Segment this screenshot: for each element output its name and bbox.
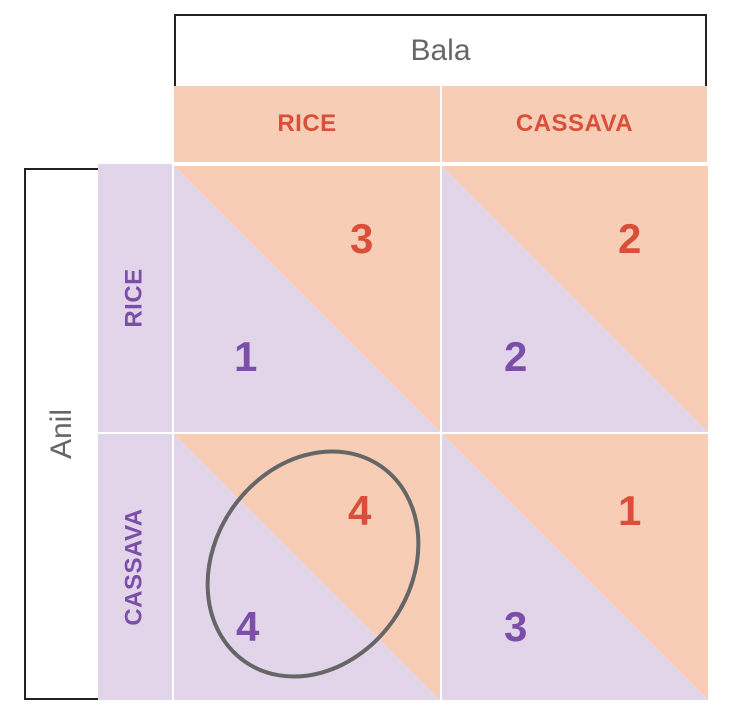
row-header-rice: RICE [98, 164, 172, 432]
payoff-cell-rice-cassava: 2 2 [442, 166, 708, 432]
row-player-name: Anil [45, 408, 78, 460]
column-header-label: CASSAVA [515, 110, 634, 137]
payoff-cell-cassava-rice: 4 4 [174, 434, 440, 700]
anil-payoff: 3 [504, 603, 528, 650]
horizontal-divider [98, 432, 708, 434]
row-header-label: CASSAVA [121, 508, 149, 626]
row-header-cassava: CASSAVA [98, 434, 172, 700]
column-player-name: Bala [410, 34, 471, 67]
anil-payoff: 2 [504, 333, 528, 380]
column-header-rice: RICE [174, 86, 440, 162]
column-header-cassava: CASSAVA [442, 86, 707, 162]
cell-triangles [174, 434, 440, 700]
vertical-divider [440, 86, 442, 700]
bala-payoff: 3 [350, 215, 374, 262]
payoff-cell-cassava-cassava: 1 3 [442, 434, 708, 700]
column-player-label-box: Bala [174, 14, 707, 86]
anil-payoff: 1 [234, 333, 258, 380]
row-header-divider [172, 164, 174, 700]
column-header-label: RICE [277, 110, 337, 137]
header-divider [174, 162, 708, 166]
bala-payoff: 1 [618, 487, 642, 534]
anil-payoff: 4 [236, 603, 260, 650]
bala-payoff: 4 [348, 487, 372, 534]
row-header-label: RICE [121, 268, 148, 328]
bala-payoff: 2 [618, 215, 642, 262]
cell-triangles [442, 166, 708, 432]
cell-triangles [442, 434, 708, 700]
payoff-cell-rice-rice: 3 1 [174, 166, 440, 432]
row-player-label-box: Anil [24, 168, 98, 700]
cell-triangles [174, 166, 440, 432]
